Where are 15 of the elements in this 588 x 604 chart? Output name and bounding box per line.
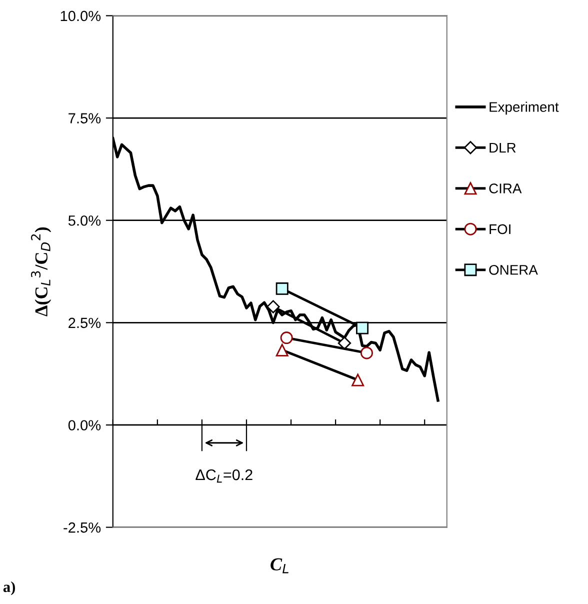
y-tick-label: 2.5% (68, 318, 101, 328)
x-axis-title: C$_{L}$ (270, 558, 288, 574)
legend-label: FOI (490, 224, 510, 234)
legend-label: Experiment (490, 102, 559, 115)
legend-label: ONERA (489, 264, 538, 275)
y-tick-label: 5.0% (68, 215, 101, 226)
text: a) (3, 581, 15, 596)
annotation: ΔC$_{L}$=0.2 (196, 469, 252, 483)
legend-label: DLR (490, 142, 516, 153)
y-tick-label: -2.5% (64, 522, 101, 533)
y-tick-label: 0.0% (68, 420, 101, 430)
y-tick-label: 7.5% (68, 113, 101, 124)
legend-label: CIRA (489, 184, 522, 194)
y-axis-title: Δ(C$_{L}$$^{3}$/C$_{D}$$^{2}$) (31, 227, 52, 316)
y-tick-label: 10.0% (60, 10, 101, 22)
